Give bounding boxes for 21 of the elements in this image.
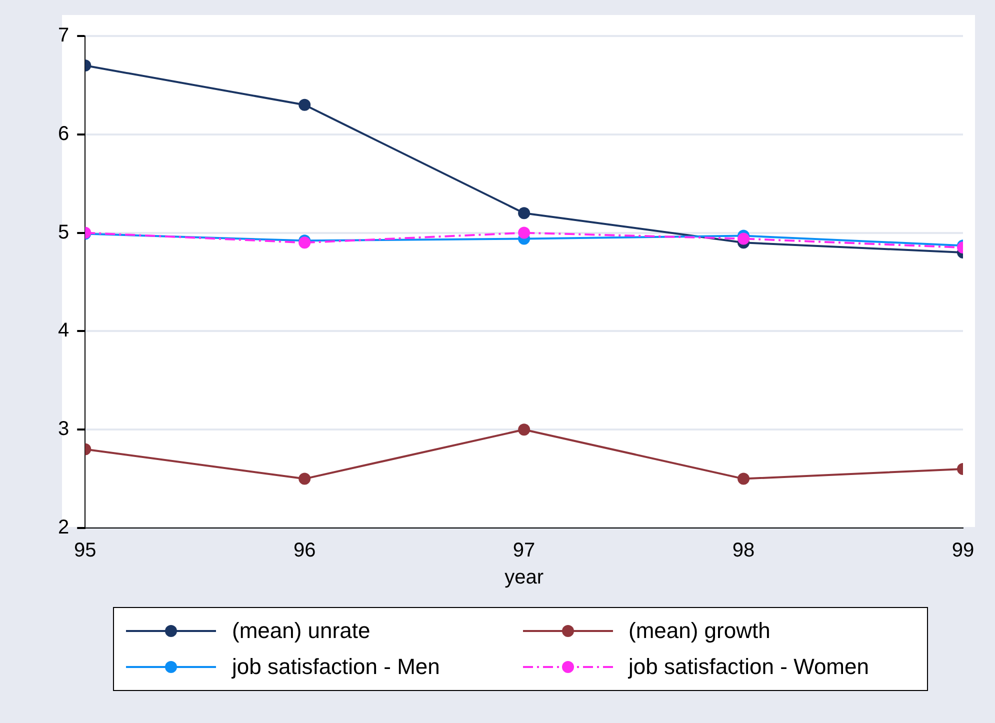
x-tick-label: 98 [732, 540, 755, 562]
x-tick-label: 96 [293, 540, 316, 562]
y-tick-label: 2 [58, 516, 70, 539]
point [518, 207, 530, 220]
y-tick-label: 3 [58, 418, 70, 440]
x-axis-title: year [504, 566, 544, 589]
x-tick-label: 99 [952, 540, 974, 562]
y-tick-label: 4 [58, 320, 70, 342]
point [298, 472, 311, 485]
legend-label: (mean) growth [628, 618, 770, 644]
y-tick-label: 7 [58, 24, 70, 47]
y-tick-label: 5 [58, 221, 70, 244]
legend-label: job satisfaction - Women [628, 654, 869, 680]
point [518, 226, 530, 239]
legend-label: (mean) unrate [232, 618, 370, 644]
point [298, 98, 311, 111]
x-tick-label: 97 [512, 540, 536, 562]
legend-label: job satisfaction - Men [232, 654, 440, 680]
x-tick-label: 95 [74, 540, 96, 562]
y-tick-label: 6 [58, 122, 70, 145]
point [518, 424, 530, 436]
